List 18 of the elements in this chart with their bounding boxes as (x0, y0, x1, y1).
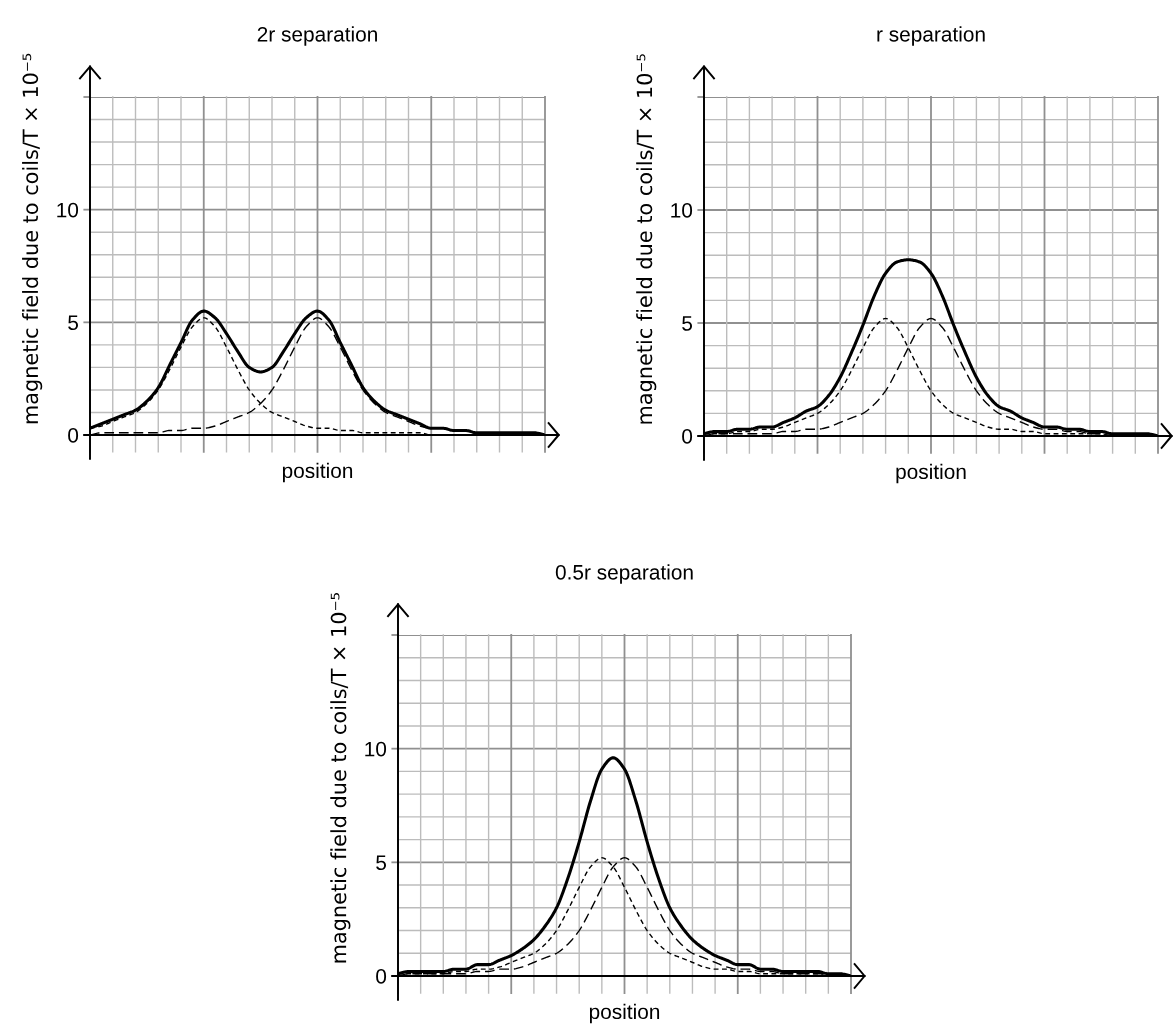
y-tick-label: 0 (682, 429, 693, 444)
y-axis-title: magnetic field due to coils/T × 10⁻⁵ (330, 593, 351, 963)
y-tick-label: 5 (682, 316, 693, 331)
x-axis-title: position (589, 1003, 660, 1024)
y-axis-title: magnetic field due to coils/T × 10⁻⁵ (22, 53, 43, 424)
y-axis-title: magnetic field due to coils/T × 10⁻⁵ (636, 54, 657, 424)
x-axis-title: position (896, 463, 966, 484)
y-tick-label: 0 (376, 969, 387, 984)
chart-title: r separation (877, 26, 985, 46)
chart-title: 2r separation (257, 26, 377, 46)
chart-title: 0.5r separation (555, 564, 693, 584)
y-tick-label: 0 (68, 428, 79, 443)
y-tick-label: 5 (68, 315, 79, 331)
x-axis-title: position (282, 462, 353, 483)
y-tick-label: 10 (57, 202, 79, 218)
y-tick-label: 10 (365, 741, 387, 757)
y-tick-label: 5 (376, 855, 387, 871)
y-tick-label: 10 (671, 203, 693, 218)
